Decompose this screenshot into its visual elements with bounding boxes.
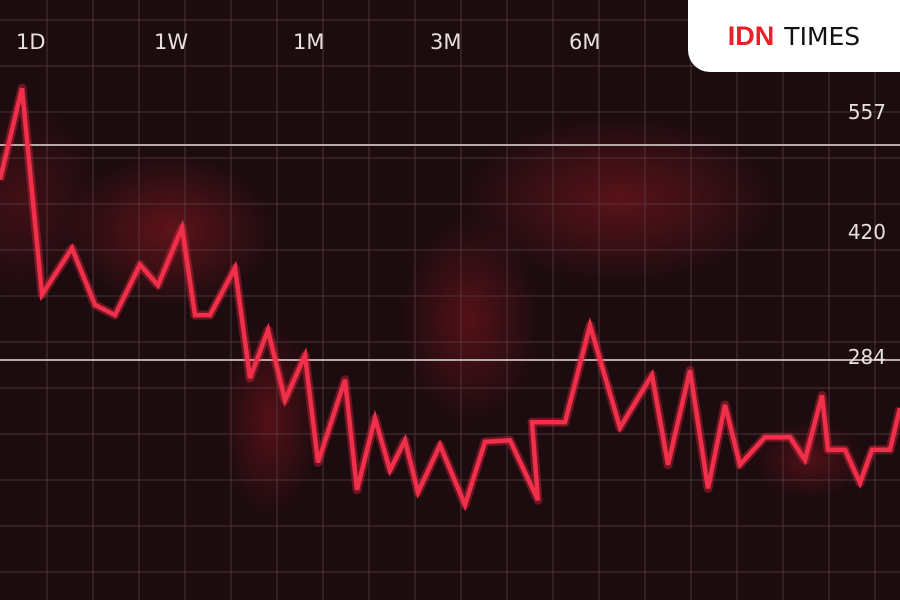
y-tick-label: 420 — [847, 220, 886, 244]
logo-times: TIMES — [784, 21, 861, 51]
logo-idn: IDN — [727, 20, 775, 51]
timeframe-6m[interactable]: 6M — [569, 30, 601, 54]
timeframe-1w[interactable]: 1W — [154, 30, 189, 54]
y-tick-label: 557 — [847, 100, 886, 124]
timeframe-3m[interactable]: 3M — [430, 30, 462, 54]
timeframe-1m[interactable]: 1M — [293, 30, 325, 54]
timeframe-1d[interactable]: 1D — [16, 30, 46, 54]
idn-times-logo: IDN TIMES — [688, 0, 900, 72]
series-line — [0, 87, 900, 512]
y-tick-label: 284 — [847, 345, 886, 369]
